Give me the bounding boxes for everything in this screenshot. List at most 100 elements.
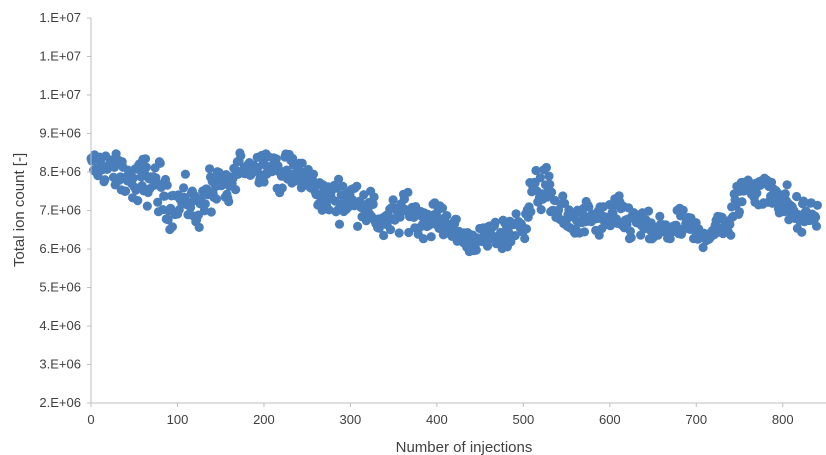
data-points xyxy=(86,148,823,257)
data-point xyxy=(194,222,204,232)
data-point xyxy=(206,207,216,217)
data-point xyxy=(541,162,552,173)
y-tick-label: 2.E+06 xyxy=(39,395,81,410)
data-point xyxy=(418,234,428,244)
data-point xyxy=(271,154,281,164)
x-tick-label: 600 xyxy=(599,412,621,427)
data-point xyxy=(782,180,792,190)
data-point xyxy=(811,212,821,222)
x-tick-label: 0 xyxy=(87,412,94,427)
data-point xyxy=(374,223,384,233)
data-point xyxy=(535,173,545,183)
data-point xyxy=(385,225,396,235)
data-point xyxy=(200,199,210,209)
y-tick-label: 1.E+07 xyxy=(39,87,81,102)
data-point xyxy=(560,198,570,208)
data-point xyxy=(536,205,546,215)
data-point xyxy=(153,197,163,207)
data-point xyxy=(231,185,241,195)
y-tick-label: 3.E+06 xyxy=(39,357,81,372)
data-point xyxy=(394,228,404,238)
data-point xyxy=(526,207,536,217)
data-point xyxy=(334,174,344,184)
data-point xyxy=(451,214,461,224)
data-point xyxy=(179,183,189,193)
y-tick-label: 8.E+06 xyxy=(39,164,81,179)
data-point xyxy=(128,173,138,183)
data-point xyxy=(403,187,413,197)
x-tick-label: 500 xyxy=(513,412,535,427)
data-point xyxy=(797,227,807,237)
data-point xyxy=(798,196,809,206)
x-tick-label: 100 xyxy=(167,412,189,427)
data-point xyxy=(288,153,298,164)
y-tick-label: 1.E+07 xyxy=(39,10,81,25)
data-point xyxy=(352,181,362,191)
x-tick-label: 400 xyxy=(426,412,448,427)
data-point xyxy=(140,154,151,164)
data-point xyxy=(726,230,736,240)
data-point xyxy=(199,206,209,216)
data-point xyxy=(665,234,675,244)
y-axis-ticks: 2.E+06 3.E+06 4.E+06 5.E+06 6.E+06 7.E+06 8.E+… xyxy=(39,10,91,410)
data-point xyxy=(163,215,173,225)
x-axis-title: Number of injections xyxy=(396,439,533,455)
data-point xyxy=(141,162,151,172)
data-point xyxy=(547,187,557,197)
data-point xyxy=(155,158,165,168)
data-point xyxy=(579,227,590,237)
data-point xyxy=(780,189,790,199)
x-tick-label: 200 xyxy=(253,412,275,427)
data-point xyxy=(277,183,287,193)
x-tick-label: 800 xyxy=(772,412,794,427)
data-point xyxy=(180,169,190,179)
data-point xyxy=(211,194,222,204)
data-point xyxy=(224,197,234,207)
data-point xyxy=(368,199,378,209)
data-point xyxy=(437,203,448,213)
data-point xyxy=(205,164,215,174)
data-point xyxy=(167,222,177,232)
data-point xyxy=(511,209,521,219)
data-point xyxy=(544,171,554,181)
y-tick-label: 5.E+06 xyxy=(39,280,81,295)
data-point xyxy=(160,191,170,201)
data-point xyxy=(388,195,398,205)
data-point xyxy=(521,224,532,234)
data-point xyxy=(584,202,594,212)
data-point xyxy=(812,200,823,210)
data-point xyxy=(369,192,379,202)
data-point xyxy=(379,230,389,241)
data-point xyxy=(186,202,196,212)
data-point xyxy=(442,211,452,221)
data-point xyxy=(678,205,688,215)
data-point xyxy=(482,241,493,251)
data-point xyxy=(426,232,436,242)
data-point xyxy=(359,190,369,200)
data-point xyxy=(308,169,319,179)
data-point xyxy=(297,158,307,168)
y-tick-label: 6.E+06 xyxy=(39,241,81,256)
data-point xyxy=(725,219,735,229)
data-point xyxy=(471,245,481,255)
x-tick-label: 300 xyxy=(340,412,362,427)
x-tick-label: 700 xyxy=(685,412,707,427)
data-point xyxy=(133,196,143,206)
data-point xyxy=(558,191,568,201)
data-point xyxy=(605,221,616,231)
data-point xyxy=(142,201,152,211)
y-axis-title: Total ion count [-] xyxy=(11,153,28,267)
data-point xyxy=(162,180,172,190)
data-point xyxy=(734,207,745,217)
data-point xyxy=(698,242,708,253)
data-point xyxy=(792,191,802,202)
data-point xyxy=(236,151,246,161)
data-point xyxy=(100,175,110,185)
y-tick-label: 9.E+06 xyxy=(39,126,81,141)
y-tick-label: 1.E+07 xyxy=(39,49,81,64)
y-tick-label: 4.E+06 xyxy=(39,318,81,333)
data-point xyxy=(643,206,654,216)
data-point xyxy=(737,197,747,207)
data-point xyxy=(510,231,520,241)
